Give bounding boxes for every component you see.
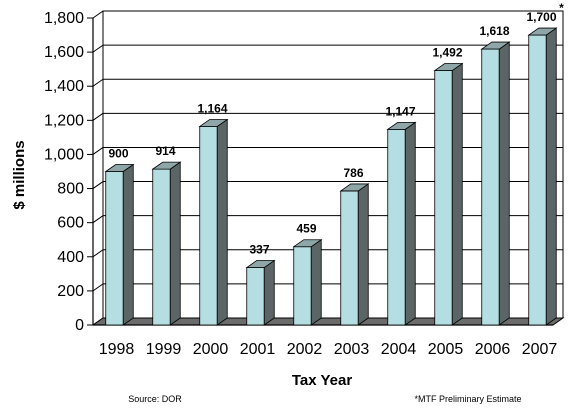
x-tick-label: 2005 [428,341,464,358]
bar-front [199,126,218,326]
gridline-side [92,283,104,292]
x-tick-label: 1998 [99,341,135,358]
bar-side [545,27,557,326]
bar-front [152,168,171,326]
bar-side [216,118,228,326]
data-label: 1,147 [385,104,415,118]
gridline-side [92,249,104,258]
bar-top [198,119,229,127]
bar-top [433,63,464,71]
bar-side [357,183,369,326]
gridline-side [92,181,104,189]
bar-front [246,267,265,326]
bar-front [528,34,547,326]
data-label: 786 [343,166,363,180]
y-tick-label: 400 [57,249,84,266]
bar-top [151,161,182,170]
bar-front [340,190,359,326]
bar-front [434,70,453,326]
x-tick-label: 2004 [381,341,417,358]
gridline-side [92,215,104,224]
bar-top [292,239,323,248]
bar-top [104,164,135,172]
y-tick-labels: 0 200 400 600 800 1,000 1,200 1,400 1,600 1,800 [44,10,84,334]
bar-front [293,246,312,326]
y-axis-title: $ millions [11,140,28,209]
y-tick-label: 1,200 [44,112,84,129]
footnote: *MTF Preliminary Estimate [414,394,521,404]
bar-side [451,62,463,326]
y-tick-label: 600 [57,215,84,232]
data-label: 1,164 [197,101,227,115]
y-tick-label: 200 [57,283,84,300]
bar-top [386,121,417,130]
x-tick-label: 2002 [287,341,323,358]
data-labels: 900 914 1,164 337 459 786 1,147 1,492 1,618 1,700… [108,1,564,256]
x-tick-label: 2001 [240,341,276,358]
bar-2007 [527,27,558,326]
bar-2005 [433,62,464,326]
bars [104,27,558,326]
bar-2003 [339,183,370,326]
bar-side [498,41,510,326]
x-axis-title: Tax Year [292,372,352,389]
back-wall-frame [102,10,564,318]
bar-side [263,259,275,326]
x-tick-label: 1999 [146,341,182,358]
bar-top [527,27,558,36]
gridline-side [92,112,104,121]
bar-top [245,260,276,268]
bar-side [310,238,322,326]
y-tick-label: 800 [57,181,84,198]
x-tick-label: 2007 [522,341,558,358]
bar-2001 [245,259,276,326]
bar-2006 [480,41,511,326]
gridline-side [92,147,104,155]
bar-top [339,183,370,192]
data-label: 1,492 [432,46,462,60]
bar-2000 [198,118,229,326]
bar-2004 [386,121,417,326]
bar-1999 [151,161,182,326]
source-note: Source: DOR [128,394,182,404]
bar-front [481,48,500,326]
gridline-side [92,78,104,87]
data-label: 459 [296,222,316,236]
x-tick-labels: 1998 1999 2000 2001 2002 2003 2004 2005 2006 2007 [99,341,558,358]
bar-side [122,163,134,326]
bar-1998 [104,163,135,326]
data-label: 900 [108,147,128,161]
bar-top [480,41,511,50]
gridline-side [92,10,104,19]
y-tick-label: 1,000 [44,146,84,163]
x-tick-label: 2000 [193,341,229,358]
estimate-marker: * [559,1,564,15]
data-label: 337 [249,243,269,257]
bar-front [105,171,124,326]
bar-2002 [292,238,323,326]
bar-front [387,128,406,326]
data-label: 1,700 [526,10,556,24]
bar-side [404,121,416,326]
bar-side [169,161,181,326]
data-label: 1,618 [479,24,509,38]
y-tick-label: 1,800 [44,10,84,27]
x-tick-label: 2006 [475,341,511,358]
data-label: 914 [155,144,175,158]
y-tick-label: 0 [75,317,84,334]
y-tick-label: 1,400 [44,78,84,95]
x-tick-label: 2003 [334,341,370,358]
gridline-side [92,44,104,53]
y-tick-label: 1,600 [44,44,84,61]
